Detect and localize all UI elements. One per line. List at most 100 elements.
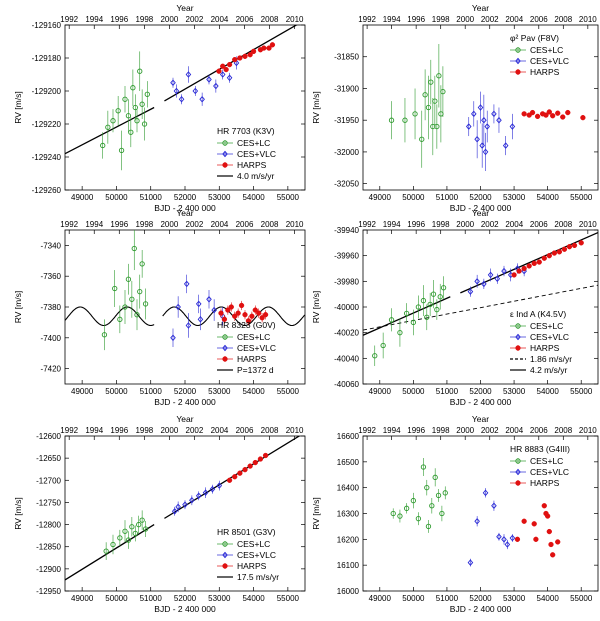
data-point [511, 272, 517, 278]
data-point [430, 291, 437, 297]
data-point [566, 244, 573, 250]
data-point [474, 135, 480, 143]
data-point [122, 304, 128, 310]
x-tick-label: 55000 [570, 594, 593, 603]
data-point [206, 76, 212, 83]
x-tick-label: 53000 [208, 594, 231, 603]
y-tick-label: -31850 [334, 53, 359, 62]
data-point [546, 109, 552, 115]
x-tick-label: 49000 [369, 387, 392, 396]
legend-marker [222, 356, 228, 362]
data-point [256, 310, 262, 316]
data-point [403, 505, 410, 511]
year-tick-label: 2000 [160, 220, 178, 229]
data-point [521, 265, 527, 272]
y-tick-label: -7380 [41, 303, 62, 312]
y-tick-label: 16400 [337, 484, 360, 493]
year-tick-label: 2000 [456, 426, 474, 435]
data-point [125, 113, 132, 119]
x-tick-label: 54000 [537, 594, 560, 603]
series-harps [511, 240, 584, 278]
y-axis-label: RV [m/s] [13, 291, 23, 323]
data-point [420, 464, 427, 470]
year-tick-label: 2002 [186, 15, 204, 24]
x-tick-label: 52000 [174, 594, 197, 603]
legend-marker [222, 150, 228, 158]
year-tick-label: 2006 [530, 426, 548, 435]
year-tick-label: 2000 [160, 426, 178, 435]
data-point [257, 456, 264, 462]
year-tick-label: 2004 [505, 220, 523, 229]
data-point [546, 253, 552, 259]
year-tick-label: 2010 [286, 220, 304, 229]
data-point [482, 489, 489, 497]
x-tick-label: 54000 [537, 387, 560, 396]
data-point [372, 353, 378, 359]
y-tick-label: -31950 [334, 116, 359, 125]
x-tick-label: 49000 [71, 594, 94, 603]
legend-label: 1.86 m/s/yr [530, 354, 572, 364]
x-tick-label: 50000 [105, 193, 128, 202]
data-point [139, 517, 145, 523]
plot-body [363, 231, 598, 367]
y-tick-label: 16000 [337, 587, 360, 596]
y-tick-label: -129220 [32, 120, 62, 129]
legend-label: 17.5 m/s/yr [237, 572, 279, 582]
year-tick-label: 1998 [432, 220, 450, 229]
legend-label: CES+VLC [237, 149, 276, 159]
data-point [189, 496, 195, 504]
x-tick-label: 49000 [71, 193, 94, 202]
x-tick-label: 55000 [277, 594, 300, 603]
data-point [420, 297, 427, 304]
year-tick-label: 2006 [530, 220, 548, 229]
year-tick-label: 2010 [286, 426, 304, 435]
data-point [235, 310, 241, 316]
data-point [533, 536, 539, 542]
y-tick-label: -129160 [32, 21, 62, 30]
series-harps [218, 300, 269, 326]
x-tick-label: 54000 [242, 594, 265, 603]
x-tick-label: 52000 [469, 387, 492, 396]
data-point [232, 474, 238, 480]
y-axis-label: RV [m/s] [311, 497, 321, 529]
year-tick-label: 1998 [432, 15, 450, 24]
y-tick-label: 16100 [337, 561, 360, 570]
legend-marker [515, 480, 521, 486]
data-point [247, 463, 253, 469]
data-point [219, 71, 226, 78]
plot-body [390, 457, 561, 567]
y-tick-label: 16600 [337, 432, 360, 441]
data-point [262, 452, 269, 459]
data-point [206, 296, 212, 303]
top-axis-label: Year [176, 3, 193, 13]
data-point [245, 318, 252, 324]
data-point [139, 101, 145, 107]
y-tick-label: -12900 [36, 565, 61, 574]
series-ces-lc [390, 457, 448, 533]
y-tick-label: -40000 [334, 303, 359, 312]
year-tick-label: 1996 [407, 220, 425, 229]
data-point [432, 474, 438, 480]
data-point [509, 123, 516, 130]
data-point [467, 559, 474, 566]
y-tick-label: -40020 [334, 329, 359, 338]
trend-line [65, 524, 155, 581]
year-tick-label: 1996 [407, 426, 425, 435]
x-tick-label: 52000 [469, 594, 492, 603]
y-axis-label: RV [m/s] [311, 91, 321, 123]
year-tick-label: 2004 [211, 426, 229, 435]
data-point [521, 518, 527, 524]
data-point [266, 45, 272, 51]
data-point [388, 117, 395, 123]
data-point [175, 303, 181, 311]
data-point [474, 517, 480, 525]
data-point [115, 108, 121, 114]
legend-marker [515, 458, 521, 464]
data-point [504, 541, 511, 548]
data-point [419, 136, 425, 142]
year-tick-label: 2006 [236, 15, 254, 24]
year-tick-label: 1996 [110, 426, 128, 435]
